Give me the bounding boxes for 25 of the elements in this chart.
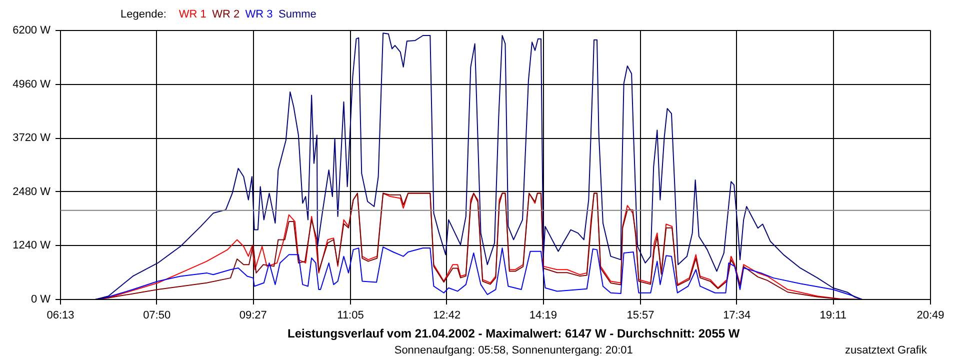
y-tick-label: 6200 W xyxy=(12,24,52,36)
x-tick-label: 20:49 xyxy=(916,310,944,322)
text: Summe xyxy=(278,8,316,20)
x-tick-label: 14:19 xyxy=(529,310,557,322)
x-tick-label: 09:27 xyxy=(239,310,267,322)
text: WR 2 xyxy=(212,8,240,20)
y-tick-label: 1240 W xyxy=(12,240,52,252)
text: Sonnenaufgang: 05:58, Sonnenuntergang: 20:01 xyxy=(394,344,633,356)
text: zusatztext Grafik xyxy=(844,344,928,356)
text: WR 3 xyxy=(245,8,273,20)
x-tick-label: 07:50 xyxy=(143,310,171,322)
text: WR 1 xyxy=(178,8,206,20)
y-tick-label: 0 W xyxy=(30,294,52,306)
x-tick-label: 06:13 xyxy=(46,310,74,322)
x-tick-label: 15:57 xyxy=(626,310,654,322)
legend-title: Legende: xyxy=(120,8,166,20)
x-tick-label: 19:11 xyxy=(820,310,847,322)
x-tick-label: 11:05 xyxy=(337,310,364,322)
x-tick-label: 12:42 xyxy=(433,310,461,322)
y-tick-label: 4960 W xyxy=(12,78,52,90)
y-tick-label: 2480 W xyxy=(12,186,52,198)
text: Leistungsverlauf vom 21.04.2002 - Maximalwert: 6147 W - Durchschnitt: 2055 W xyxy=(288,326,740,340)
y-tick-label: 3720 W xyxy=(12,132,52,144)
x-tick-label: 17:34 xyxy=(723,310,751,322)
line-series xyxy=(94,32,863,300)
